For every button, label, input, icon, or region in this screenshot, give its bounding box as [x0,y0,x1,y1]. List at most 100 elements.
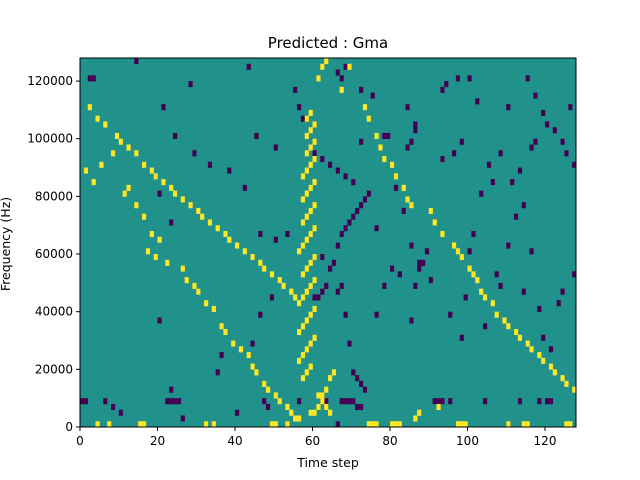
y-tick-label: 0 [65,420,73,434]
heatmap-cell-low [548,346,554,353]
heatmap-cell-high [204,300,209,307]
heatmap-cell-high [215,225,220,232]
heatmap-cell-high [277,277,282,284]
heatmap-cell-low [533,92,538,99]
heatmap-cell-high [293,294,298,301]
heatmap-cell-low [343,173,348,180]
heatmap-cell-low [401,207,406,214]
heatmap-cell-low [455,75,461,82]
heatmap-cell-low [452,150,457,157]
heatmap-cell-high [517,334,523,341]
heatmap-cell-high [494,311,499,318]
heatmap-cell-high [304,236,309,243]
heatmap-cell-low [490,179,495,186]
y-tick-label: 40000 [35,305,73,319]
heatmap-cell-low [382,132,387,140]
heatmap-cell-high [324,58,329,65]
heatmap-cell-high [250,254,255,261]
heatmap-cell-low [351,179,356,186]
heatmap-cell-high [142,161,147,168]
heatmap-cell-low [564,150,569,157]
heatmap-cell-low [510,179,515,186]
x-axis-label: Time step [296,455,359,470]
heatmap-cell-high [308,109,313,116]
heatmap-cell-high [273,392,278,399]
heatmap-cell-high [432,219,437,226]
heatmap-cell-low [479,190,484,197]
heatmap-cell-high [227,236,232,243]
heatmap-cell-low [335,167,340,174]
heatmap-cell-low [351,213,356,220]
heatmap-cell-low [370,92,375,99]
heatmap-cell-high [231,340,236,347]
heatmap-cell-high [537,352,542,359]
heatmap-cell-high [300,242,306,249]
heatmap-cell-low [444,81,449,88]
heatmap-cell-low [176,398,182,405]
heatmap-cell-high [304,167,309,174]
heatmap-cell-low [506,242,511,249]
heatmap-cell-low [173,132,178,140]
heatmap-cell-high [235,242,240,249]
heatmap-cell-high [308,259,313,266]
heatmap-cell-low [118,409,123,416]
heatmap-cell-high [293,415,298,422]
heatmap-cell-high [285,403,290,411]
heatmap-cell-low [297,104,302,111]
heatmap-cell-low [413,127,418,134]
heatmap-cell-low [242,184,247,191]
heatmap-cell-low [486,161,492,168]
heatmap-cell-low [335,421,340,428]
heatmap-cell-low [440,156,445,163]
heatmap-cell-high [308,409,313,416]
heatmap-cell-high [254,369,259,376]
heatmap-cell-high [308,144,313,151]
heatmap-cell-high [514,328,519,336]
heatmap-cell-high [165,259,170,266]
heatmap-cell-low [467,75,472,82]
heatmap-cell-high [366,421,371,428]
heatmap-cell-high [370,421,375,428]
heatmap-cell-low [246,63,251,70]
heatmap-cell-low [440,398,445,405]
x-tick-label: 40 [227,434,242,448]
heatmap-cell-high [525,340,530,347]
heatmap-cell-high [471,271,476,278]
heatmap-cell-high [304,265,309,272]
y-tick-label: 100000 [27,132,73,146]
heatmap-cell-low [521,288,526,295]
heatmap-cell-low [494,271,499,278]
heatmap-cell-high [308,127,313,134]
heatmap-cell-low [405,104,410,111]
heatmap-cell-low [432,398,437,405]
heatmap-cell-high [200,213,205,220]
heatmap-cell-high [393,421,399,428]
heatmap-cell-high [304,369,309,376]
heatmap-cell-high [269,421,275,428]
heatmap-cell-high [145,248,151,255]
heatmap-cell-low [300,115,306,122]
heatmap-cell-high [238,346,244,353]
heatmap-cell-low [521,202,526,209]
heatmap-cell-low [169,398,174,405]
heatmap-cell-low [312,150,317,157]
heatmap-cell-low [91,75,96,82]
heatmap-cell-high [312,202,317,209]
heatmap-cell-high [138,421,143,428]
heatmap-cell-low [572,271,577,278]
heatmap-cell-low [328,265,333,272]
heatmap-cell-low [347,219,352,226]
heatmap-cell-low [173,398,178,405]
heatmap-cell-low [459,334,464,341]
heatmap-cell-high [134,150,139,157]
heatmap-cell-high [316,75,321,82]
heatmap-cell-low [80,398,85,405]
heatmap-cell-high [297,248,302,255]
heatmap-cell-high [219,323,224,330]
heatmap-cell-low [440,86,445,93]
heatmap-cell-high [452,242,457,249]
heatmap-cell-high [312,254,317,261]
heatmap-cell-low [320,156,325,163]
heatmap-cell-low [545,398,550,405]
heatmap-cell-low [529,248,534,255]
